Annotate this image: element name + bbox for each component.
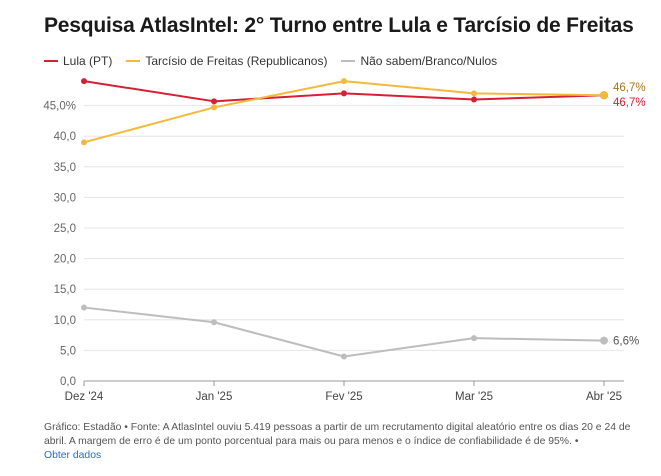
end-label-lula: 46,7% [613,97,646,109]
data-point-lula [211,98,217,105]
x-tick-label: Jan '25 [196,391,233,403]
y-tick-label: 40,0 [54,131,76,143]
end-label-nulos: 6,6% [613,336,639,348]
y-tick-label: 0,0 [60,376,76,388]
legend-item-tarcisio: Tarcísio de Freitas (Republicanos) [126,54,327,68]
y-axis-ticks: 0,0 5,0 10,0 15,0 20,0 25,0 30,0 35,0 40,0 45,0% [43,101,76,388]
chart-footer: Gráfico: Estadão • Fonte: A AtlasIntel o… [44,421,644,463]
y-tick-label: 10,0 [54,315,76,327]
y-tick-label: 5,0 [60,345,76,357]
chart-title: Pesquisa AtlasIntel: 2° Turno entre Lula… [44,14,634,37]
source-note: Gráfico: Estadão • Fonte: A AtlasIntel o… [44,422,631,447]
grid-layer [84,105,624,382]
chart-legend: Lula (PT) Tarcísio de Freitas (Republica… [44,54,511,68]
legend-swatch-nulos [341,60,356,62]
y-tick-label: 35,0 [54,162,76,174]
data-point-nulos [600,336,608,345]
y-tick-label: 20,0 [54,254,76,266]
x-tick-label: Dez '24 [65,391,104,403]
legend-label-tarcisio: Tarcísio de Freitas (Republicanos) [145,54,328,68]
series-layer [81,78,608,360]
end-label-tarcisio: 46,7% [613,82,646,94]
series-line-tarcisio [83,80,605,144]
data-point-nulos [341,353,347,360]
legend-item-nulos: Não sabem/Branco/Nulos [341,54,497,68]
data-point-nulos [211,319,217,326]
x-tick-label: Abr '25 [586,391,622,403]
legend-label-lula: Lula (PT) [63,54,113,68]
legend-item-lula: Lula (PT) [44,54,112,68]
data-point-nulos [81,304,87,311]
y-tick-label: 15,0 [54,284,76,296]
legend-label-nulos: Não sabem/Branco/Nulos [360,54,498,68]
data-point-lula [81,78,87,85]
data-point-lula [341,90,347,97]
data-point-tarcisio [341,78,347,85]
legend-swatch-tarcisio [126,60,141,62]
data-point-lula [471,96,477,103]
series-line-nulos [83,306,605,358]
line-chart: 0,05,010,015,020,025,030,035,040,045,0% … [43,78,646,403]
data-point-nulos [471,335,477,342]
y-tick-label: 25,0 [54,223,76,235]
legend-swatch-lula [44,60,58,62]
x-tick-label: Fev '25 [325,391,362,403]
y-tick-label: 45,0% [43,101,76,113]
data-point-tarcisio [471,90,477,97]
data-point-tarcisio [211,104,217,111]
y-tick-label: 30,0 [54,192,76,204]
data-point-tarcisio [81,139,87,146]
get-data-link[interactable]: Obter dados [44,450,102,461]
end-labels: 46,7% 46,7% 6,6% [613,82,646,347]
x-axis-ticks: Dez '24 Jan '25 Fev '25 Mar '25 Abr '25 [65,381,622,403]
x-tick-label: Mar '25 [455,391,493,403]
data-point-tarcisio [600,91,608,100]
